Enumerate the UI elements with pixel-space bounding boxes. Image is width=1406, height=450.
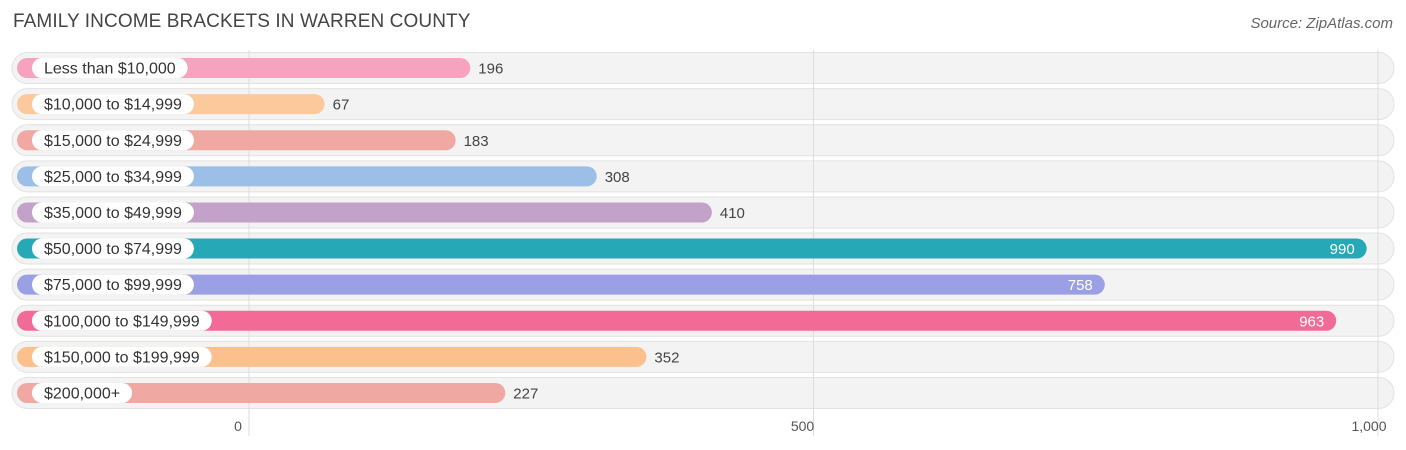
value-label: 196	[478, 61, 503, 78]
category-pill	[32, 346, 212, 367]
category-pill	[32, 274, 194, 295]
category-pill	[32, 58, 188, 79]
chart-source: Source: ZipAtlas.com	[1250, 15, 1393, 32]
category-label: $10,000 to $14,999	[44, 97, 182, 114]
category-pill	[32, 166, 194, 187]
chart-title: FAMILY INCOME BRACKETS IN WARREN COUNTY	[13, 11, 471, 32]
tick-label: 1,000	[1351, 418, 1386, 434]
value-label: 758	[1068, 277, 1093, 294]
row-track	[11, 88, 1395, 121]
tick-label: 500	[791, 418, 815, 434]
category-label: $200,000+	[44, 385, 120, 402]
bar	[17, 238, 1367, 259]
category-label: $75,000 to $99,999	[44, 277, 182, 294]
category-label: $50,000 to $74,999	[44, 241, 182, 258]
value-label: 990	[1330, 241, 1355, 258]
category-label: $100,000 to $149,999	[44, 313, 200, 330]
category-label: $150,000 to $199,999	[44, 349, 200, 366]
category-label: $25,000 to $34,999	[44, 169, 182, 186]
value-label: 410	[720, 205, 745, 222]
value-label: 67	[333, 97, 350, 114]
category-pill	[32, 310, 212, 331]
value-label: 227	[513, 385, 538, 402]
category-pill	[32, 382, 133, 403]
bars: Less than $10,000 196 $10,000 to $14,999 67…	[17, 58, 1367, 403]
x-axis-ticks: 0 500 1,000	[234, 418, 1387, 434]
category-label: Less than $10,000	[44, 61, 176, 78]
tick-label: 0	[234, 418, 242, 434]
bar	[17, 274, 1105, 295]
category-pill	[32, 238, 194, 259]
value-label: 963	[1299, 313, 1324, 330]
bar	[17, 382, 506, 403]
category-pill	[32, 130, 194, 151]
category-label: $15,000 to $24,999	[44, 133, 182, 150]
bar	[17, 310, 1337, 331]
category-label: $35,000 to $49,999	[44, 205, 182, 222]
value-label: 352	[654, 349, 679, 366]
category-pill	[32, 202, 194, 223]
value-label: 308	[605, 169, 630, 186]
category-pill	[32, 94, 194, 115]
value-label: 183	[464, 133, 489, 150]
